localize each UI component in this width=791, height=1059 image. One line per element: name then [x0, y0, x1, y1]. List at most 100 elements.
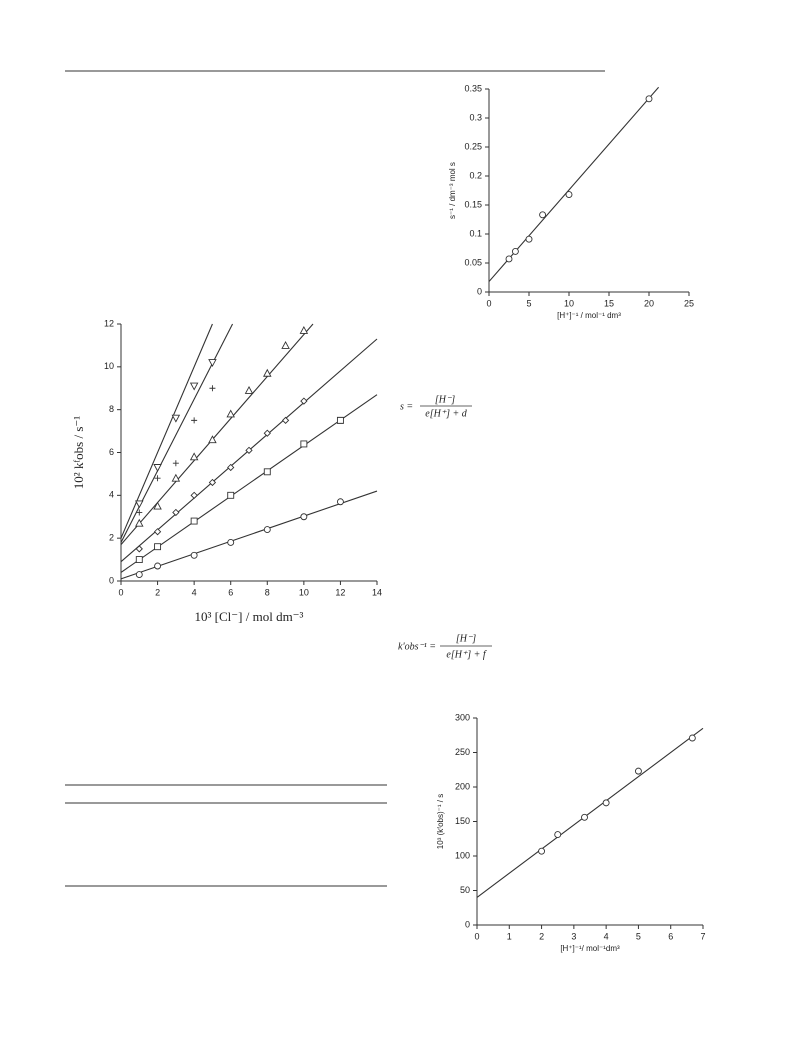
- y-tick-label: 2: [109, 533, 114, 543]
- equation-lhs: s =: [400, 401, 413, 412]
- x-tick-label: 7: [700, 931, 705, 941]
- data-point: [171, 473, 181, 482]
- fit-line: [120, 323, 213, 539]
- data-point: [263, 468, 271, 476]
- data-point: [154, 543, 162, 551]
- y-tick-label: 50: [460, 885, 470, 895]
- data-point: [135, 556, 143, 564]
- data-point: [227, 491, 235, 499]
- y-tick-label: 4: [109, 490, 114, 500]
- x-axis-label: 10³ [Cl⁻] / mol dm⁻³: [195, 609, 304, 624]
- equation-numerator: [H⁻]: [435, 394, 455, 405]
- fit-line: [476, 727, 704, 898]
- data-point: [153, 464, 162, 472]
- data-point: [300, 397, 308, 405]
- y-tick-label: 0: [465, 919, 470, 929]
- x-tick-label: 6: [668, 931, 673, 941]
- y-tick-label: 6: [109, 447, 114, 457]
- x-tick-label: 0: [118, 587, 123, 597]
- fit-line: [120, 323, 314, 545]
- y-axis-label: 10² kᶠobs / s⁻¹: [71, 416, 86, 489]
- x-tick-label: 0: [486, 298, 491, 308]
- data-point: [539, 211, 547, 219]
- x-tick-label: 1: [507, 931, 512, 941]
- y-tick-label: 0.25: [464, 141, 482, 151]
- y-tick-label: 0.1: [469, 228, 482, 238]
- chart: 0 1 2 3 4 5 6 7 0 50 100 150 200 250 300 [H⁺]⁻¹/ mol⁻¹d…: [436, 712, 706, 953]
- fit-line: [120, 490, 378, 580]
- x-tick-label: 8: [265, 587, 270, 597]
- y-tick-label: 150: [455, 816, 470, 826]
- x-tick-label: 5: [526, 298, 531, 308]
- x-tick-label: 20: [644, 298, 654, 308]
- equation-denominator: e[H⁺] + f: [446, 649, 486, 660]
- data-point: [135, 518, 144, 527]
- data-point: [263, 368, 272, 377]
- x-tick-label: 25: [684, 298, 694, 308]
- data-point: [281, 416, 290, 425]
- x-tick-label: 3: [571, 931, 576, 941]
- x-tick-label: 0: [474, 931, 479, 941]
- y-tick-label: 100: [455, 850, 470, 860]
- data-point: [171, 414, 181, 423]
- data-point: [190, 551, 198, 559]
- x-tick-label: 4: [604, 931, 609, 941]
- data-point: [172, 508, 180, 517]
- equation-numerator: [H⁻]: [456, 633, 476, 644]
- y-tick-label: 0.2: [469, 170, 482, 180]
- x-tick-label: 10: [564, 298, 574, 308]
- x-tick-label: 2: [539, 931, 544, 941]
- data-point: [189, 382, 199, 391]
- data-point: [634, 767, 642, 775]
- data-point: [525, 235, 533, 243]
- data-point: [299, 325, 309, 334]
- data-point: [136, 509, 143, 516]
- data-point: [135, 500, 144, 509]
- y-tick-label: 12: [104, 318, 114, 328]
- data-point: [336, 498, 344, 506]
- data-point: [300, 440, 308, 448]
- y-tick-label: 0.05: [464, 257, 482, 267]
- y-tick-label: 0.15: [464, 199, 482, 209]
- data-point: [281, 340, 290, 349]
- equation-denominator: e[H⁺] + d: [425, 408, 467, 419]
- y-axis-label: 10³ (kᶠobs)⁻¹ / s: [436, 794, 445, 849]
- data-point: [209, 385, 216, 392]
- fit-line: [120, 394, 378, 573]
- x-tick-label: 15: [604, 298, 614, 308]
- y-tick-label: 250: [455, 747, 470, 757]
- x-tick-label: 4: [192, 587, 197, 597]
- data-point: [190, 517, 198, 525]
- x-tick-label: 6: [228, 587, 233, 597]
- data-point: [153, 528, 162, 536]
- data-point: [554, 831, 562, 838]
- data-point: [135, 571, 143, 578]
- data-point: [153, 501, 162, 510]
- data-point: [154, 475, 161, 482]
- data-point: [336, 416, 344, 424]
- data-point: [154, 562, 162, 570]
- y-tick-label: 8: [109, 404, 114, 414]
- y-tick-label: 10: [104, 361, 114, 371]
- y-axis-label: s⁻¹ / dm⁻³ mol s: [448, 162, 457, 219]
- data-point: [190, 491, 198, 499]
- x-axis-label: [H⁺]⁻¹ / mol⁻¹ dm³: [557, 311, 621, 320]
- x-tick-label: 10: [299, 587, 309, 597]
- y-tick-label: 0.35: [464, 83, 482, 93]
- y-tick-label: 0: [477, 286, 482, 296]
- data-point: [263, 429, 271, 437]
- data-point: [135, 545, 143, 553]
- data-point: [208, 359, 217, 367]
- data-point: [505, 255, 513, 263]
- chart: 0 2 4 6 8 10 12 14 0 2 4 6 8 10 12 10³ [Cl⁻] / mol dm⁻³…: [71, 318, 382, 624]
- y-tick-label: 200: [455, 781, 470, 791]
- equation: s = [H⁻] e[H⁺] + d: [400, 394, 472, 419]
- data-point: [226, 409, 235, 418]
- x-tick-label: 12: [335, 587, 345, 597]
- data-point: [565, 191, 573, 198]
- x-tick-label: 14: [372, 587, 382, 597]
- data-point: [581, 813, 588, 821]
- data-point: [227, 463, 235, 472]
- data-point: [208, 435, 217, 444]
- data-point: [511, 248, 519, 255]
